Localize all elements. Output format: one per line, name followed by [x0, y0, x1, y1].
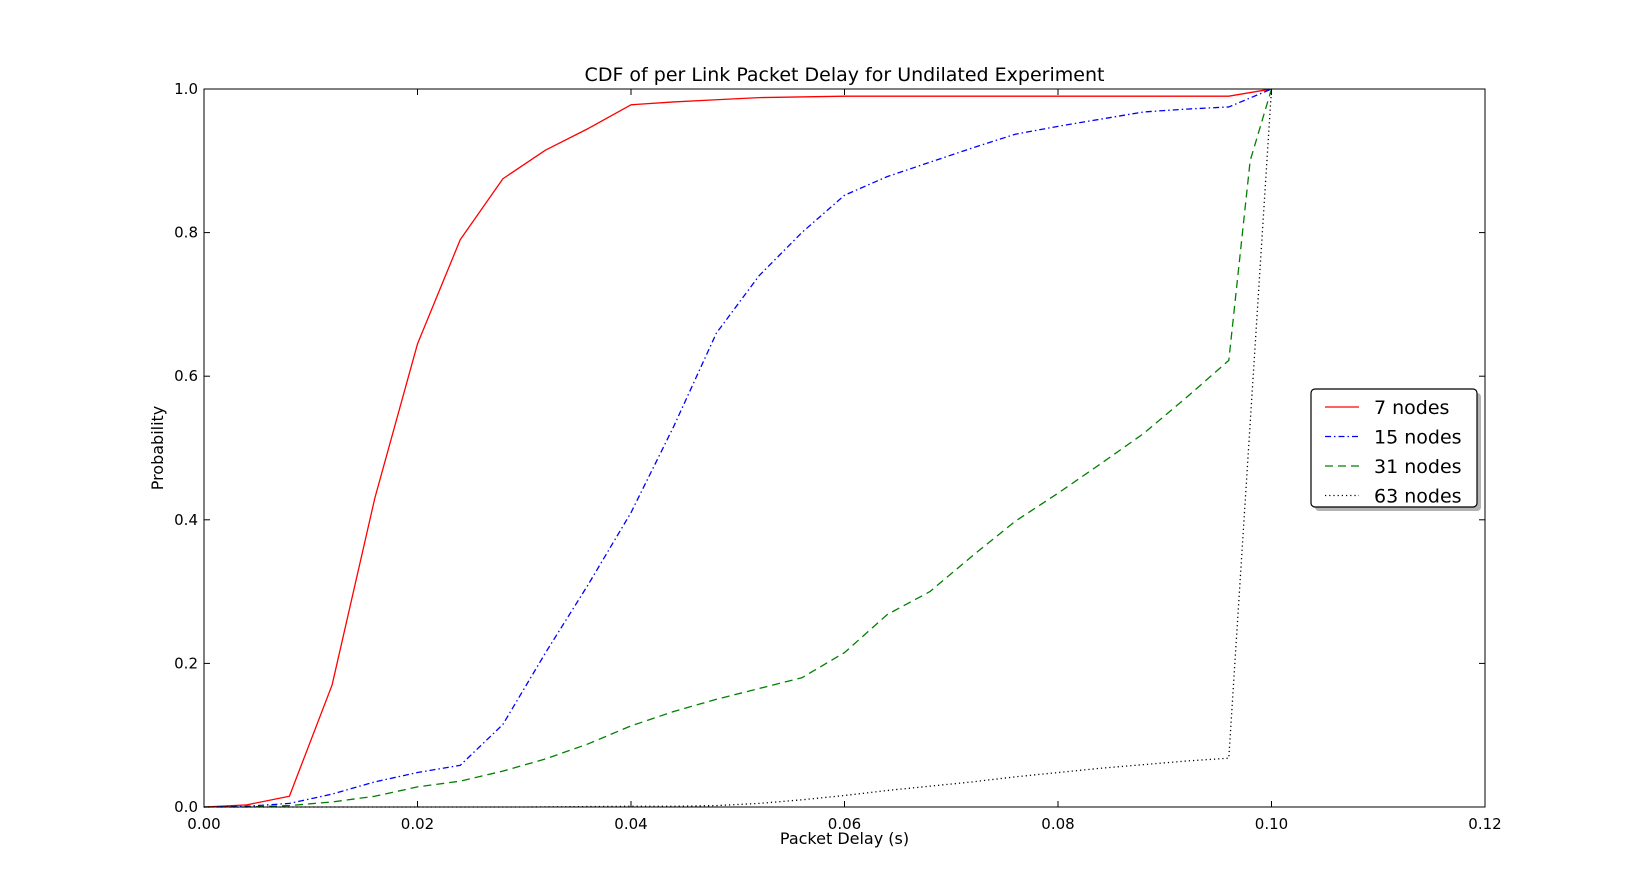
- legend-label-0: 7 nodes: [1374, 397, 1449, 419]
- y-tick-label: 0.2: [174, 654, 198, 672]
- y-tick-label: 0.0: [174, 798, 198, 816]
- y-axis-label: Probability: [148, 406, 167, 491]
- y-tick-label: 0.8: [174, 224, 198, 242]
- legend-box: [1310, 388, 1478, 508]
- y-tick-label: 0.6: [174, 367, 198, 385]
- plot-area: [204, 89, 1485, 807]
- x-tick-label: 0.12: [1468, 815, 1501, 833]
- series-line-1: [203, 88, 1272, 808]
- x-tick-label: 0.02: [401, 815, 434, 833]
- x-tick-label: 0.04: [614, 815, 647, 833]
- series-line-0: [203, 88, 1272, 808]
- x-tick-label: 0.06: [828, 815, 861, 833]
- x-axis-label: Packet Delay (s): [780, 829, 909, 848]
- tick-layer: 0.00 0.02 0.04 0.06 0.08 0.10 0.12 0.0 0.2 0.4 0.6…: [174, 80, 1502, 833]
- chart-title: CDF of per Link Packet Delay for Undilat…: [585, 64, 1105, 86]
- y-tick-label: 0.4: [174, 511, 198, 529]
- legend-label-1: 15 nodes: [1374, 427, 1462, 449]
- x-tick-label: 0.00: [187, 815, 220, 833]
- y-tick-label: 1.0: [174, 80, 198, 98]
- legend: 7 nodes 15 nodes 31 nodes 63 nodes: [1310, 388, 1481, 511]
- legend-label-2: 31 nodes: [1374, 456, 1462, 478]
- x-tick-label: 0.08: [1041, 815, 1074, 833]
- x-tick-label: 0.10: [1255, 815, 1288, 833]
- series-line-2: [204, 88, 1273, 808]
- series-layer: [203, 88, 1273, 808]
- legend-label-3: 63 nodes: [1374, 486, 1462, 508]
